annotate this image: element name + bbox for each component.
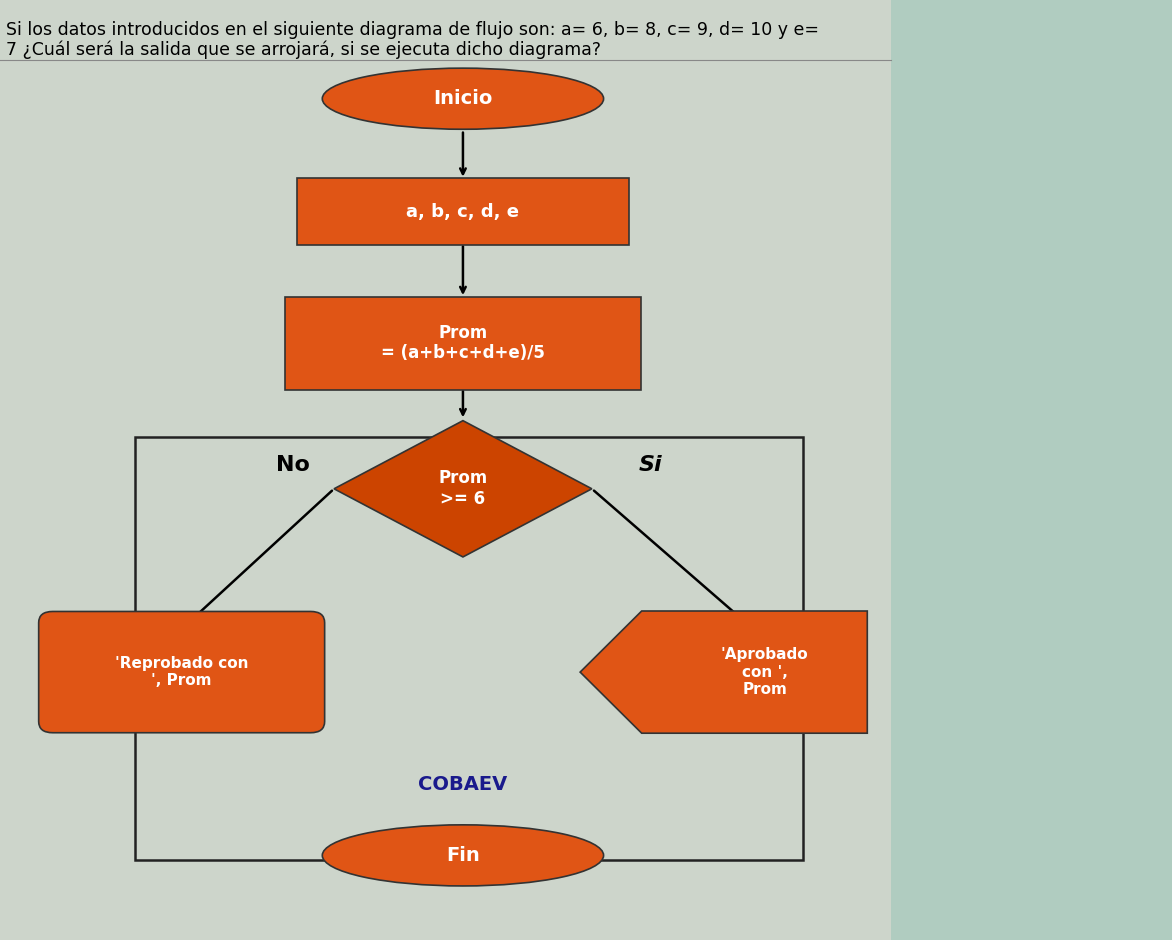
Text: 'Aprobado
con ',
Prom: 'Aprobado con ', Prom [721, 648, 809, 697]
Text: Prom
= (a+b+c+d+e)/5: Prom = (a+b+c+d+e)/5 [381, 323, 545, 363]
Text: No: No [277, 455, 309, 476]
FancyBboxPatch shape [297, 178, 629, 245]
Text: Si los datos introducidos en el siguiente diagrama de flujo son: a= 6, b= 8, c= : Si los datos introducidos en el siguient… [6, 21, 819, 39]
Text: Inicio: Inicio [434, 89, 492, 108]
Text: 'Reprobado con
', Prom: 'Reprobado con ', Prom [115, 656, 248, 688]
Text: Prom
>= 6: Prom >= 6 [438, 469, 488, 509]
Text: COBAEV: COBAEV [418, 776, 507, 794]
Text: Fin: Fin [447, 846, 479, 865]
Ellipse shape [322, 825, 604, 885]
FancyBboxPatch shape [0, 0, 891, 940]
Text: 7 ¿Cuál será la salida que se arrojará, si se ejecuta dicho diagrama?: 7 ¿Cuál será la salida que se arrojará, … [6, 40, 601, 59]
FancyBboxPatch shape [285, 297, 641, 389]
Ellipse shape [322, 69, 604, 129]
Text: Si: Si [639, 455, 662, 476]
Polygon shape [334, 421, 592, 556]
Polygon shape [580, 611, 867, 733]
Text: a, b, c, d, e: a, b, c, d, e [407, 202, 519, 221]
FancyBboxPatch shape [891, 0, 1172, 940]
FancyBboxPatch shape [39, 612, 325, 733]
